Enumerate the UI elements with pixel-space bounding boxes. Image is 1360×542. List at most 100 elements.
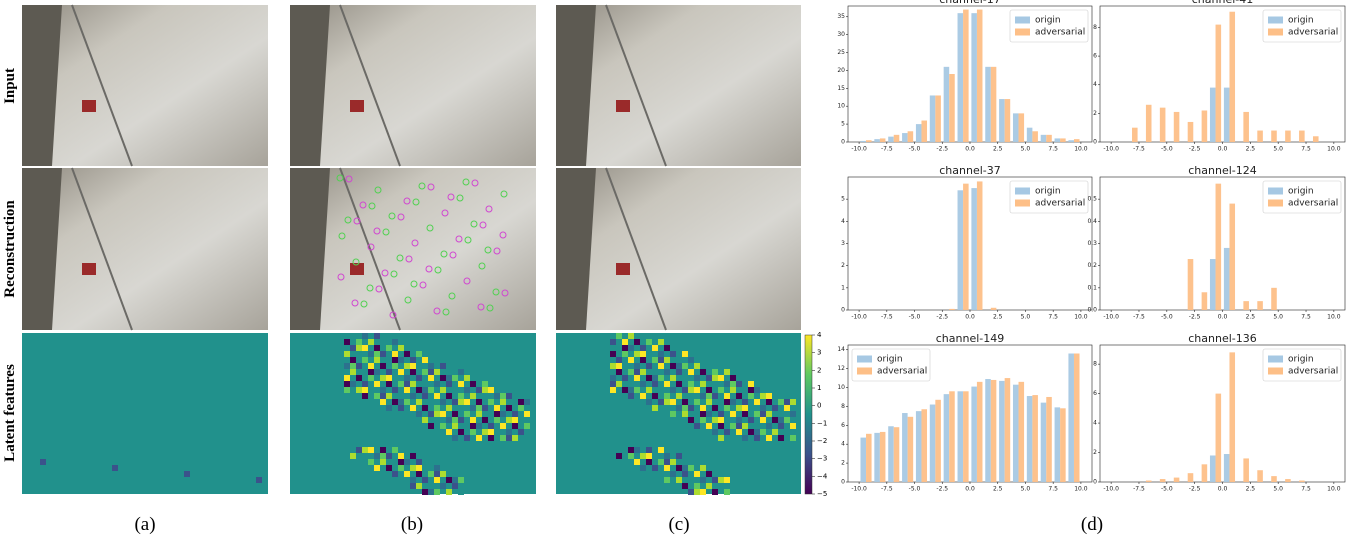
latent-cell: [404, 459, 410, 465]
chart-title: channel-37: [939, 164, 1001, 177]
latent-cell: [494, 411, 500, 417]
latent-cell: [694, 363, 700, 369]
keypoint: [441, 209, 449, 217]
y-tick-label: 10: [837, 103, 845, 110]
keypoint: [345, 175, 353, 183]
latent-cell: [380, 375, 386, 381]
bar: [1187, 259, 1194, 310]
x-tick-label: 0.0: [1218, 314, 1228, 321]
latent-cell: [452, 423, 458, 429]
legend-label: origin: [1035, 16, 1061, 26]
latent-cell: [368, 459, 374, 465]
latent-cell: [374, 393, 380, 399]
latent-cell: [356, 375, 362, 381]
latent-cell: [488, 423, 494, 429]
latent-cell: [640, 381, 646, 387]
latent-cell: [470, 393, 476, 399]
latent-cell: [772, 405, 778, 411]
bar: [1257, 470, 1263, 482]
bar: [1018, 381, 1025, 482]
bar: [1187, 121, 1194, 142]
sailor: [82, 100, 96, 112]
x-tick-label: -2.5: [1189, 314, 1201, 321]
latent-cell: [476, 399, 482, 405]
latent-cell: [482, 405, 488, 411]
latent-cell: [682, 375, 688, 381]
bar: [990, 66, 997, 142]
bar: [949, 74, 955, 142]
latent-cell: [712, 489, 718, 495]
latent-cell: [688, 465, 694, 471]
x-tick-label: -2.5: [1189, 146, 1201, 153]
latent-cell: [682, 399, 688, 405]
latent-cell: [518, 405, 524, 411]
latent-cell: [760, 393, 766, 399]
y-tick-label: 30: [837, 31, 845, 38]
latent-cell: [464, 423, 470, 429]
latent-cell: [736, 405, 742, 411]
latent-cell: [682, 387, 688, 393]
latent-cell: [434, 489, 440, 495]
latent-cell: [380, 453, 386, 459]
bar: [985, 66, 991, 142]
bar: [1257, 130, 1263, 142]
y-tick-label: 0: [841, 479, 845, 486]
bar: [949, 308, 955, 310]
latent-cell: [440, 411, 446, 417]
latent-cell: [386, 381, 392, 387]
bar: [1032, 131, 1038, 142]
latent-cell: [706, 393, 712, 399]
latent-cell: [410, 405, 416, 411]
latent-cell: [790, 411, 796, 417]
legend-swatch: [1015, 199, 1030, 207]
latent-cell: [640, 369, 646, 375]
latent-cell: [658, 459, 664, 465]
latent-cell: [416, 351, 422, 357]
latent-cell: [410, 369, 416, 375]
latent-cell: [616, 345, 622, 351]
latent-cell: [718, 411, 724, 417]
latent-cell: [458, 393, 464, 399]
latent-cell: [640, 333, 646, 339]
latent-cell: [434, 369, 440, 375]
latent-cell: [670, 387, 676, 393]
y-tick-label: 2: [1093, 110, 1097, 117]
y-tick-label: 5: [841, 121, 845, 128]
y-tick-label: 12: [837, 365, 845, 372]
latent-cell: [404, 411, 410, 417]
keypoint: [353, 217, 361, 225]
y-tick-label: 8: [1093, 361, 1097, 368]
latent-cell: [482, 387, 488, 393]
latent-cell: [664, 459, 670, 465]
latent-cell: [706, 399, 712, 405]
latent-cell: [688, 393, 694, 399]
bar: [957, 391, 964, 482]
latent-cell: [676, 483, 682, 489]
colorbar-tick-label: −5: [817, 490, 827, 498]
keypoint: [462, 178, 470, 186]
latent-cell: [482, 393, 488, 399]
latent-cell: [374, 453, 380, 459]
bar: [1012, 384, 1019, 482]
latent-cell: [374, 345, 380, 351]
latent-cell: [416, 363, 422, 369]
latent-cell: [760, 405, 766, 411]
y-tick-label: 6: [1093, 390, 1097, 397]
caption: (d): [1081, 514, 1103, 535]
keypoint: [337, 273, 345, 281]
latent-cell: [724, 399, 730, 405]
latent-cell: [518, 399, 524, 405]
bar: [971, 188, 977, 310]
keypoint: [471, 179, 479, 187]
latent-cell: [730, 435, 736, 441]
latent-cell: [628, 333, 634, 339]
latent-cell: [392, 339, 398, 345]
y-tick-label: 10: [837, 384, 845, 391]
latent-cell: [446, 429, 452, 435]
latent-cell: [736, 417, 742, 423]
latent-cell: [470, 381, 476, 387]
latent-cell: [652, 405, 658, 411]
latent-cell: [386, 345, 392, 351]
y-tick-label: 0.1: [1087, 284, 1097, 291]
